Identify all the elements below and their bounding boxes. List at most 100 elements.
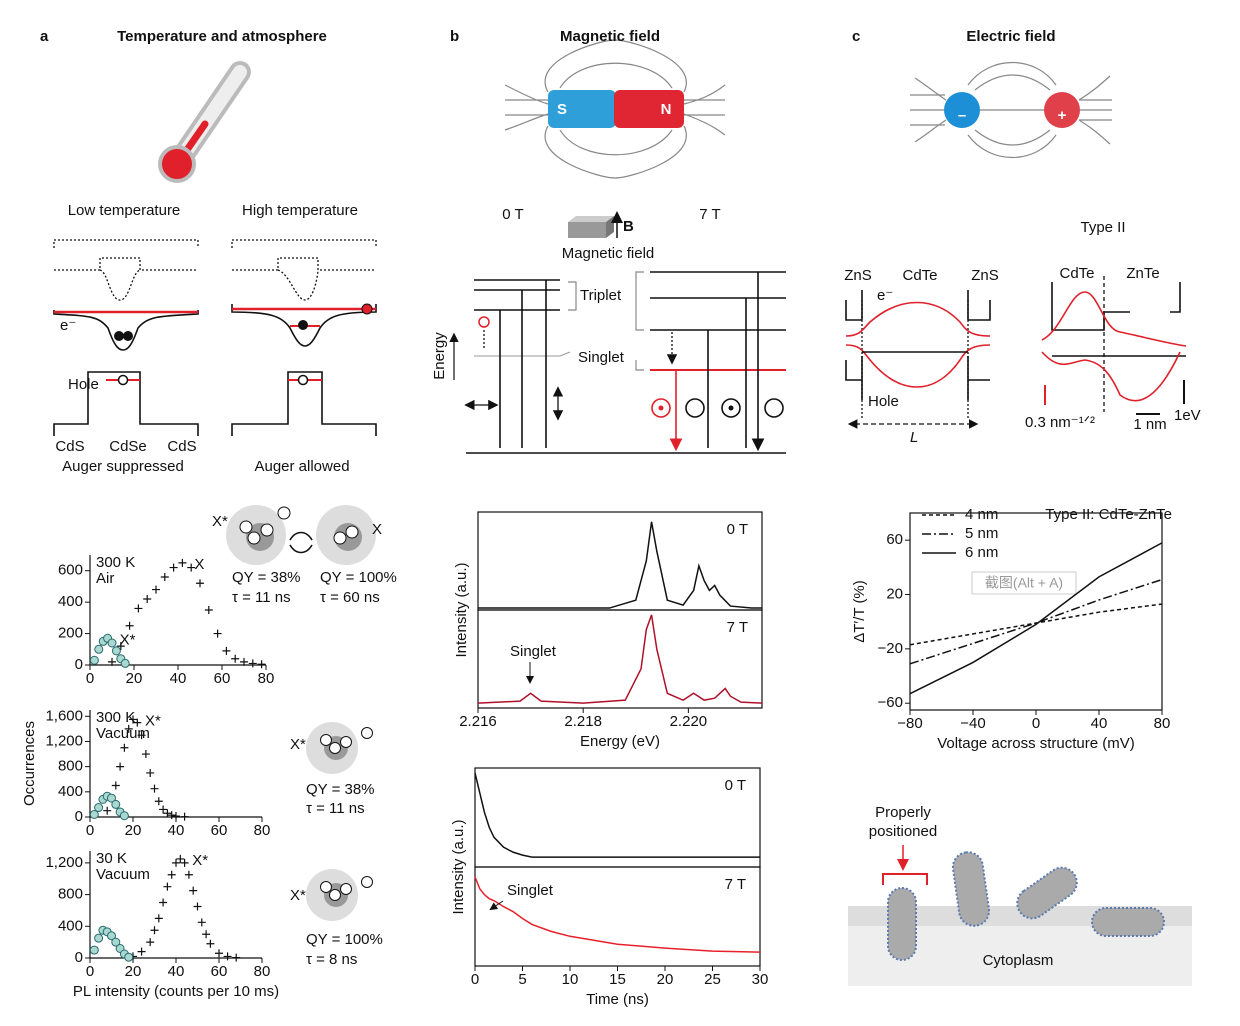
circle-marker (111, 937, 121, 947)
y-tick-label: 1,200 (45, 732, 83, 749)
cross-marker (159, 898, 168, 907)
x-tick-label: 5 (518, 971, 526, 988)
label: CdTe (1059, 265, 1094, 282)
overlay-text: 截图(Alt + A) (985, 575, 1063, 591)
annotation: Singlet (510, 643, 557, 660)
y-tick-label: 0 (75, 808, 83, 825)
panel-title: Electric field (966, 28, 1055, 45)
cross-marker (204, 606, 213, 614)
label: Singlet (578, 349, 625, 366)
cross-marker (137, 731, 146, 740)
cross-marker (137, 947, 146, 956)
x-tick-label: 10 (562, 971, 579, 988)
x-axis-label: Energy (eV) (580, 733, 660, 750)
cross-marker (202, 930, 211, 939)
x-tick-label: 15 (609, 971, 626, 988)
label: Type II (1080, 219, 1125, 236)
legend-label: 4 nm (965, 506, 998, 523)
label: S (557, 101, 567, 118)
cross-marker (232, 953, 241, 962)
cross-marker (213, 629, 222, 638)
cross-marker (125, 621, 134, 630)
label: QY = 38% (232, 569, 301, 586)
label: Energy (431, 332, 448, 380)
membrane (848, 845, 1192, 986)
x-tick-label: 0 (1032, 715, 1040, 732)
cross-marker (163, 809, 172, 818)
x-tick-label: 60 (211, 822, 228, 839)
label: CdS (167, 438, 196, 455)
label: 0.3 nm⁻¹ᐟ² (1025, 414, 1095, 431)
label: High temperature (242, 202, 358, 219)
label: Cytoplasm (983, 952, 1054, 969)
line (477, 614, 763, 704)
circle-marker (107, 638, 117, 648)
y-tick-label: −20 (878, 640, 903, 657)
cross-marker (176, 854, 185, 863)
circle-marker (111, 799, 121, 809)
annotation: Vacuum (96, 866, 150, 883)
series-label: X (194, 556, 204, 573)
y-tick-label: 1,200 (45, 854, 83, 871)
label: ZnS (971, 267, 999, 284)
cross-marker (215, 949, 223, 958)
x-tick-label: 60 (214, 670, 231, 687)
label: τ = 11 ns (306, 800, 365, 817)
cross-marker (187, 563, 196, 572)
circle-marker (120, 658, 130, 668)
series-label: 7 T (727, 619, 748, 636)
x-axis-label: PL intensity (counts per 10 ms) (73, 983, 279, 1000)
legend-label: 6 nm (965, 544, 998, 561)
thermometer (158, 61, 251, 183)
label: Properly (875, 804, 931, 821)
x-tick-label: 2.220 (670, 713, 708, 730)
cross-marker (223, 952, 232, 961)
y-tick-label: 0 (75, 949, 83, 966)
wavefunctions (845, 276, 1187, 429)
annotation: Vacuum (96, 725, 150, 742)
cross-marker (178, 558, 187, 567)
label: e⁻ (60, 317, 76, 334)
cross-marker (184, 870, 193, 879)
label: e⁻ (877, 287, 893, 304)
y-tick-label: 1,600 (45, 707, 83, 724)
series-label: X* (145, 712, 161, 729)
cross-marker (231, 654, 240, 663)
label: 7 T (699, 206, 720, 223)
label: Low temperature (68, 202, 181, 219)
line (478, 521, 762, 609)
y-tick-label: 20 (886, 585, 903, 602)
plot-frame (477, 609, 763, 709)
x-tick-label: 40 (168, 822, 185, 839)
y-tick-label: 60 (886, 531, 903, 548)
series-label: X* (120, 631, 136, 648)
cross-marker (124, 724, 133, 733)
cross-marker (129, 715, 137, 724)
cross-marker (180, 858, 189, 867)
cross-marker (167, 811, 176, 820)
x-tick-label: 2.216 (459, 713, 497, 730)
x-tick-label: 30 (752, 971, 769, 988)
annotation: 300 K (96, 709, 135, 726)
circle-marker (94, 644, 104, 654)
x-tick-label: 40 (1091, 715, 1108, 732)
label: QY = 100% (320, 569, 397, 586)
x-tick-label: 40 (170, 670, 187, 687)
circle-marker (89, 655, 99, 665)
x-tick-label: 0 (86, 670, 94, 687)
x-tick-label: 20 (125, 963, 142, 980)
cross-marker (152, 585, 160, 594)
label: X* (212, 513, 228, 530)
cross-marker (172, 858, 180, 867)
x-tick-label: 0 (86, 822, 94, 839)
cross-marker (146, 938, 155, 947)
circle-marker (89, 809, 99, 819)
y-tick-label: −60 (878, 694, 903, 711)
panel-label: a (40, 28, 49, 45)
annotation-arrow (489, 900, 504, 911)
label: 1 nm (1133, 416, 1166, 433)
x-tick-label: 80 (1154, 715, 1171, 732)
cross-marker (240, 657, 248, 666)
cross-marker (141, 750, 150, 759)
